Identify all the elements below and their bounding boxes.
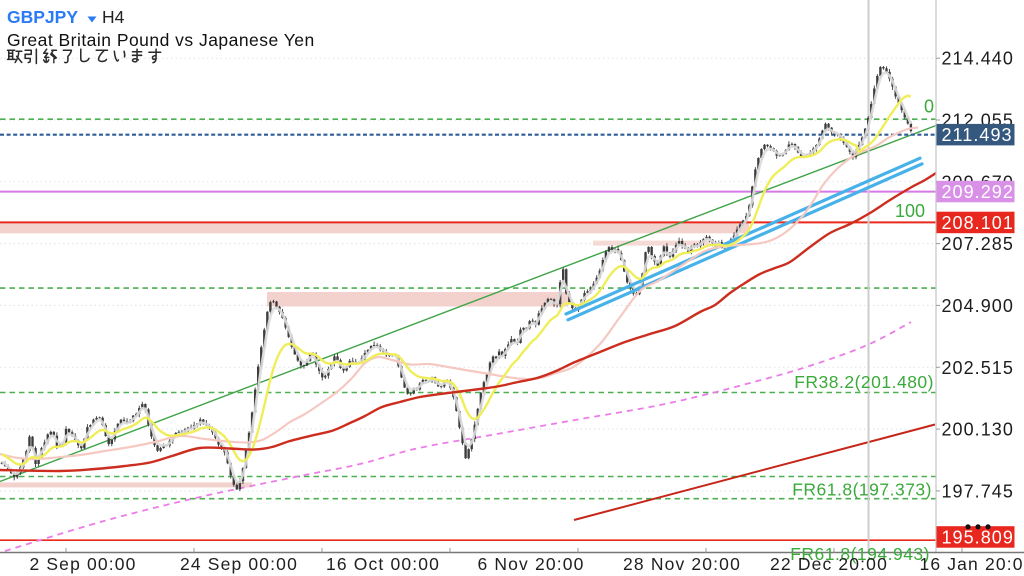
svg-text:22 Dec 20:00: 22 Dec 20:00 <box>770 554 888 574</box>
svg-text:28 Nov 20:00: 28 Nov 20:00 <box>623 554 741 574</box>
svg-text:Great Britain Pound vs Japanes: Great Britain Pound vs Japanese Yen <box>7 30 315 50</box>
svg-text:200.130: 200.130 <box>942 420 1014 440</box>
svg-text:16 Oct 00:00: 16 Oct 00:00 <box>326 554 440 574</box>
svg-text:GBPJPY: GBPJPY <box>7 7 78 27</box>
svg-text:24 Sep 00:00: 24 Sep 00:00 <box>180 554 298 574</box>
svg-text:211.493: 211.493 <box>942 125 1013 145</box>
svg-text:208.101: 208.101 <box>942 213 1014 233</box>
svg-text:6 Nov 20:00: 6 Nov 20:00 <box>477 554 584 574</box>
svg-text:FR61.8(194.943): FR61.8(194.943) <box>790 544 930 564</box>
svg-text:100: 100 <box>895 201 925 221</box>
svg-text:197.745: 197.745 <box>942 481 1014 501</box>
svg-text:214.440: 214.440 <box>942 49 1014 69</box>
svg-text:195.809: 195.809 <box>942 528 1014 548</box>
svg-text:16 Jan 20:00: 16 Jan 20:00 <box>920 554 1024 574</box>
svg-text:207.285: 207.285 <box>942 234 1014 254</box>
svg-text:204.900: 204.900 <box>942 296 1014 316</box>
svg-text:FR61.8(197.373): FR61.8(197.373) <box>792 480 932 500</box>
svg-text:2 Sep 00:00: 2 Sep 00:00 <box>29 554 136 574</box>
svg-text:202.515: 202.515 <box>942 358 1014 378</box>
svg-text:FR38.2(201.480): FR38.2(201.480) <box>794 372 934 392</box>
svg-text:H4: H4 <box>102 7 125 27</box>
svg-text:0: 0 <box>924 97 934 117</box>
svg-text:209.292: 209.292 <box>942 182 1014 202</box>
